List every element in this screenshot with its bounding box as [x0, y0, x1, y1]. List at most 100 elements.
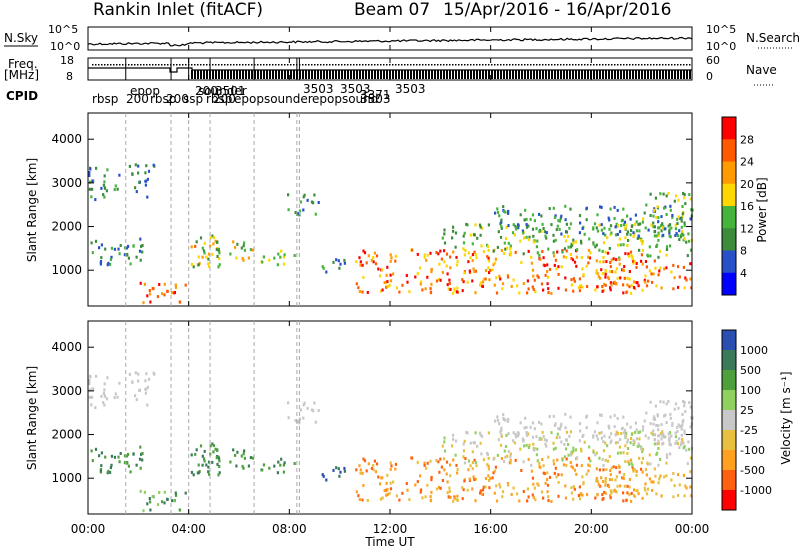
velocity-cell [501, 490, 505, 494]
power-cell [398, 290, 401, 294]
power-cell [638, 236, 641, 240]
nave-bar [575, 70, 577, 79]
power-cell [438, 262, 441, 266]
nave-dot [533, 64, 535, 66]
power-cell [610, 283, 613, 287]
power-cell [134, 186, 137, 190]
velocity-cell [100, 394, 103, 398]
velocity-cell [607, 424, 610, 428]
nave-bar [416, 70, 418, 79]
velocity-cell [386, 473, 389, 477]
velocity-cell [332, 468, 335, 472]
power-cell [668, 223, 672, 227]
velocity-cell [452, 458, 455, 462]
velocity-cell [649, 422, 652, 425]
power-cell [144, 179, 147, 183]
power-cell [394, 254, 397, 258]
nave-dot [206, 64, 208, 66]
velocity-cell [527, 432, 530, 436]
power-cell [596, 229, 599, 233]
power-cell [650, 272, 653, 276]
velocity-cell [635, 489, 638, 493]
power-cell [527, 249, 530, 253]
power-cell [683, 221, 686, 225]
velocity-cell [678, 437, 681, 441]
nave-bar [560, 70, 562, 79]
velocity-cell [618, 465, 621, 469]
velocity-cell [609, 469, 612, 472]
nave-dot [119, 64, 121, 66]
power-cell [456, 260, 459, 263]
power-cell [445, 252, 449, 256]
velocity-cell [493, 469, 497, 473]
nave-bar [212, 70, 214, 79]
cpid-label-13: 3503 [340, 82, 371, 96]
power-cell [463, 231, 466, 235]
power-colorbar-tick: 20 [740, 178, 754, 191]
velocity-cell [192, 473, 195, 477]
power-colorbar-tick: 4 [740, 267, 747, 280]
velocity-cell [622, 477, 625, 480]
velocity-cell [452, 499, 455, 503]
power-cell [199, 236, 203, 240]
nave-dot [137, 64, 139, 66]
velocity-cell [497, 438, 500, 442]
power-cell [332, 260, 335, 264]
velocity-cell [139, 489, 142, 493]
velocity-cell [544, 481, 547, 485]
velocity-cell [282, 470, 285, 474]
power-cell [123, 253, 126, 257]
velocity-cell [680, 424, 683, 428]
velocity-cell [626, 440, 629, 444]
power-cell [574, 240, 577, 244]
nave-bar [386, 70, 388, 79]
power-cell [495, 276, 498, 280]
power-cell [578, 231, 581, 235]
velocity-cell [216, 448, 219, 452]
power-cell [555, 267, 558, 271]
power-cell [580, 256, 583, 260]
velocity-cell [603, 490, 606, 494]
velocity-cell [630, 491, 633, 495]
power-cell [212, 236, 215, 240]
velocity-cell [424, 495, 427, 499]
power-cell [522, 282, 525, 285]
velocity-cell [651, 488, 654, 492]
nave-bar [617, 70, 619, 79]
power-cell [684, 202, 687, 206]
power-cell [536, 239, 539, 243]
power-cell [525, 223, 528, 226]
velocity-cell [513, 441, 516, 445]
power-cell [143, 282, 146, 286]
velocity-cell [532, 442, 535, 446]
velocity-cell [546, 490, 549, 494]
velocity-cell [552, 414, 555, 418]
nave-dot [413, 64, 415, 66]
velocity-cell [496, 415, 499, 419]
nave-bar [317, 70, 319, 79]
velocity-cell [487, 456, 490, 460]
velocity-cell [522, 490, 525, 493]
velocity-cell [609, 415, 612, 419]
power-cell [117, 247, 120, 251]
power-cell [669, 235, 672, 239]
nave-bar [431, 70, 433, 79]
power-cell [486, 245, 489, 249]
velocity-cell [452, 433, 455, 437]
power-cell [453, 288, 456, 292]
nave-bar [320, 70, 322, 79]
velocity-cell [471, 450, 474, 454]
power-cell [469, 233, 472, 237]
velocity-cell [643, 419, 646, 423]
power-cell [321, 265, 324, 269]
chart-title: Rankin Inlet (fitACF) [93, 0, 263, 20]
power-cell [681, 212, 684, 216]
velocity-cell [362, 457, 365, 461]
velocity-cell [525, 433, 529, 437]
power-cell [197, 255, 200, 259]
power-cell [209, 236, 212, 240]
velocity-cell [579, 492, 583, 496]
velocity-cell [426, 461, 429, 465]
nave-bar [233, 70, 235, 79]
velocity-cell [229, 460, 232, 464]
